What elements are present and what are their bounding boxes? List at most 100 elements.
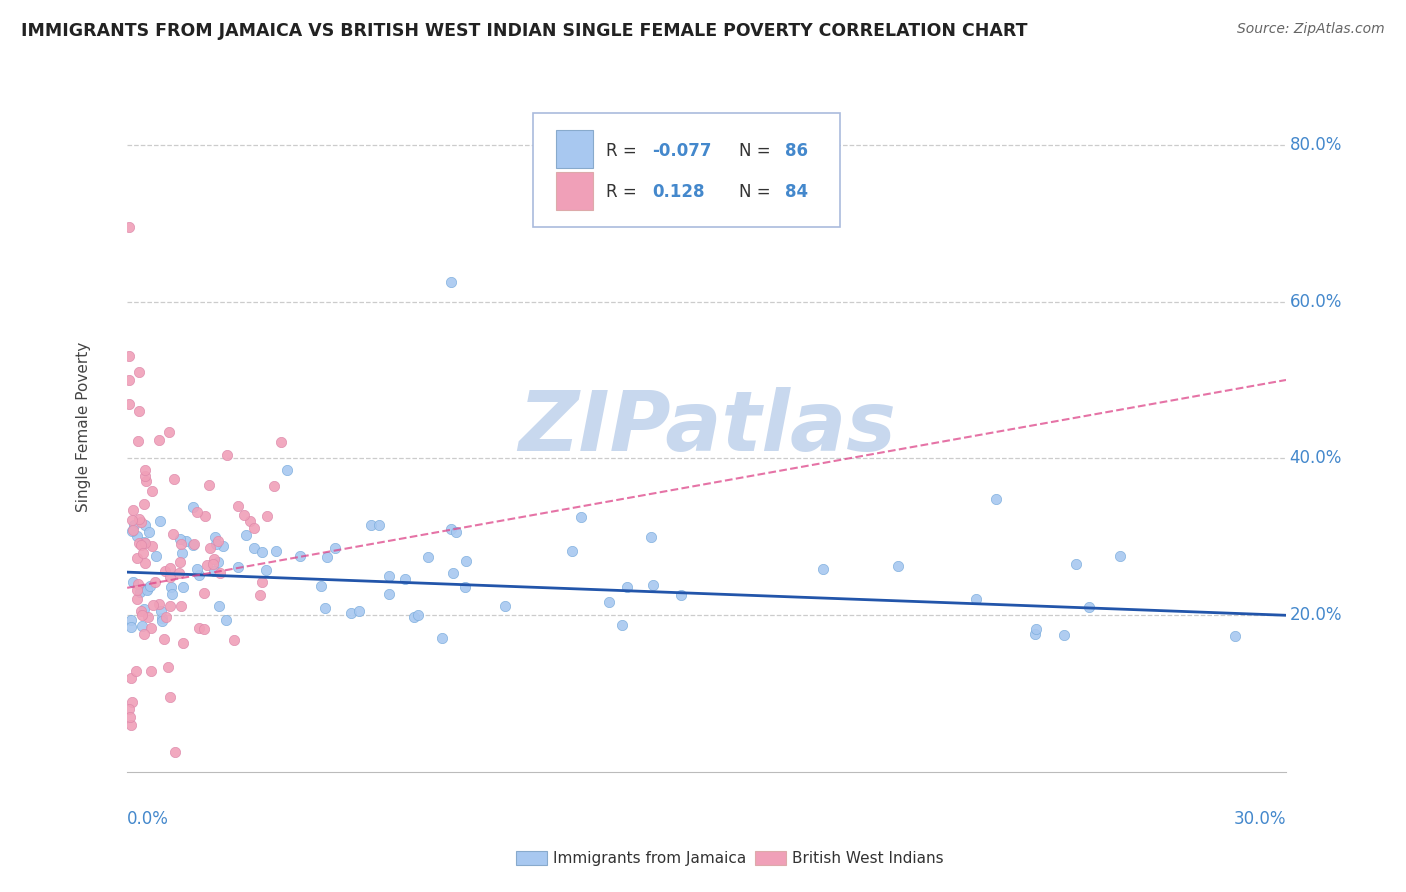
Point (186, 505, 208, 519)
Point (454, 554, 477, 568)
Point (122, 523, 145, 537)
Point (145, 549, 167, 564)
Point (128, 404, 150, 418)
Point (135, 582, 157, 597)
Point (243, 521, 266, 535)
FancyBboxPatch shape (555, 171, 593, 210)
Point (138, 524, 160, 539)
Point (174, 533, 197, 548)
Point (323, 541, 346, 556)
Point (360, 518, 382, 533)
Point (131, 607, 153, 622)
Point (118, 350, 141, 364)
Point (394, 572, 416, 586)
Text: British West Indians: British West Indians (792, 851, 943, 865)
Point (135, 475, 157, 489)
Point (121, 524, 143, 538)
Point (148, 598, 170, 612)
Point (150, 611, 173, 625)
Text: 30.0%: 30.0% (1233, 810, 1286, 828)
Point (153, 564, 176, 578)
Point (118, 702, 141, 716)
Point (134, 469, 156, 483)
Point (120, 718, 142, 732)
Point (121, 695, 143, 709)
Point (440, 521, 463, 535)
Point (440, 275, 463, 289)
Text: 0.0%: 0.0% (127, 810, 169, 828)
Text: IMMIGRANTS FROM JAMAICA VS BRITISH WEST INDIAN SINGLE FEMALE POVERTY CORRELATION: IMMIGRANTS FROM JAMAICA VS BRITISH WEST … (21, 22, 1028, 40)
FancyBboxPatch shape (555, 130, 593, 169)
Point (134, 518, 156, 533)
Point (1024, 627, 1046, 641)
Point (159, 690, 181, 704)
Point (202, 564, 225, 578)
Point (215, 613, 238, 627)
Point (181, 500, 204, 515)
Point (129, 515, 152, 529)
Point (204, 529, 226, 543)
Point (378, 587, 401, 601)
Point (131, 604, 153, 618)
Point (1025, 622, 1047, 636)
Point (202, 552, 225, 566)
Text: N =: N = (740, 184, 770, 202)
Text: 80.0%: 80.0% (1289, 136, 1341, 153)
Point (640, 530, 662, 544)
Point (669, 588, 692, 602)
Point (169, 533, 191, 547)
Point (186, 561, 208, 575)
Point (235, 528, 257, 542)
Point (134, 626, 156, 640)
Point (128, 365, 150, 379)
Point (232, 508, 254, 522)
Point (1225, 629, 1247, 643)
Point (118, 396, 141, 410)
Text: -0.077: -0.077 (652, 142, 711, 160)
Point (887, 558, 910, 573)
Point (128, 585, 150, 599)
Point (311, 579, 333, 593)
Point (288, 549, 311, 564)
FancyBboxPatch shape (533, 113, 839, 227)
Point (256, 509, 278, 524)
Point (170, 546, 193, 560)
Point (188, 567, 211, 582)
Point (183, 537, 205, 551)
Point (181, 538, 204, 552)
Point (141, 539, 163, 553)
Point (193, 585, 215, 599)
Point (368, 518, 391, 533)
Point (641, 578, 664, 592)
Point (120, 671, 142, 685)
Point (201, 557, 224, 571)
Point (128, 536, 150, 550)
Point (569, 509, 592, 524)
Text: R =: R = (606, 184, 637, 202)
Point (131, 619, 153, 633)
Text: 60.0%: 60.0% (1289, 293, 1341, 310)
Point (134, 463, 156, 477)
Point (162, 587, 184, 601)
Point (141, 484, 163, 499)
Point (561, 544, 583, 558)
Point (243, 541, 266, 556)
Point (155, 609, 177, 624)
Point (134, 556, 156, 570)
Point (167, 566, 190, 580)
Point (610, 617, 633, 632)
Text: 84: 84 (786, 184, 808, 202)
Point (270, 434, 292, 449)
Point (122, 517, 145, 532)
Point (125, 592, 148, 607)
Text: Source: ZipAtlas.com: Source: ZipAtlas.com (1237, 22, 1385, 37)
Point (378, 569, 401, 583)
Point (441, 566, 464, 580)
Point (347, 604, 370, 618)
Point (136, 610, 159, 624)
Point (156, 660, 179, 674)
Point (965, 592, 987, 607)
Text: Single Female Poverty: Single Female Poverty (76, 342, 90, 512)
Point (406, 607, 429, 622)
Point (598, 595, 620, 609)
